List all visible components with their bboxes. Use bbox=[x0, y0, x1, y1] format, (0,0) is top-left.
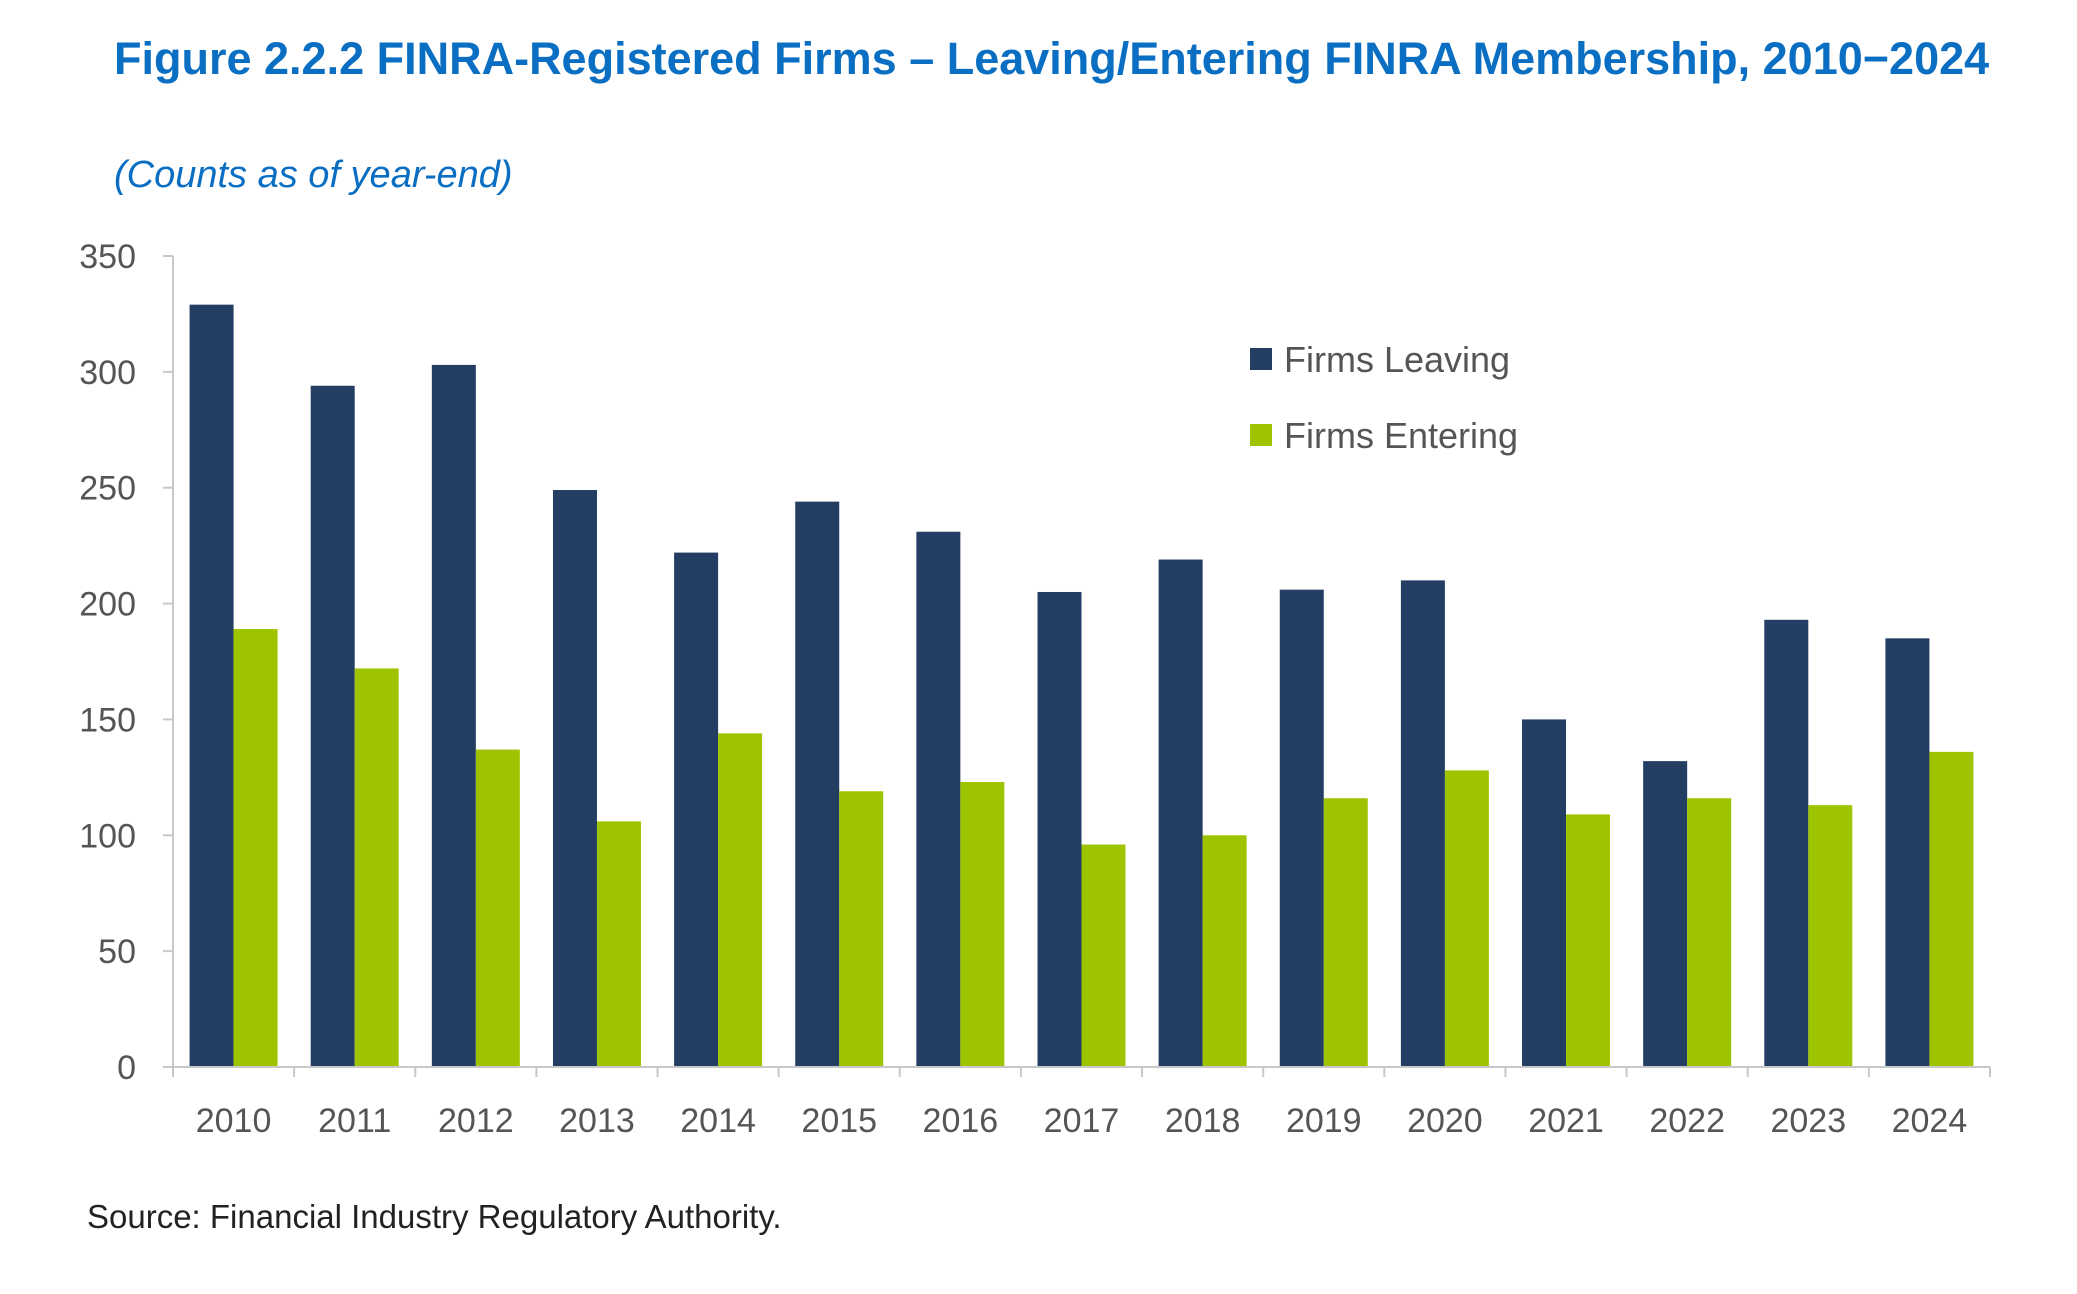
bar-leaving-2024 bbox=[1885, 638, 1930, 1067]
x-tick-label: 2013 bbox=[559, 1102, 635, 1140]
source-note: Source: Financial Industry Regulatory Au… bbox=[87, 1198, 782, 1235]
legend: Firms Leaving Firms Entering bbox=[1250, 339, 1518, 456]
bar-leaving-2014 bbox=[674, 552, 719, 1067]
bar-entering-2015 bbox=[839, 791, 884, 1067]
legend-label-leaving: Firms Leaving bbox=[1284, 339, 1510, 380]
bar-leaving-2013 bbox=[552, 490, 597, 1067]
x-tick-label: 2017 bbox=[1044, 1102, 1120, 1140]
bar-leaving-2019 bbox=[1279, 589, 1324, 1067]
bar-entering-2017 bbox=[1081, 844, 1126, 1067]
bar-entering-2023 bbox=[1808, 805, 1853, 1067]
legend-swatch-entering bbox=[1250, 424, 1272, 446]
bar-entering-2013 bbox=[596, 821, 641, 1067]
y-tick-label: 350 bbox=[79, 238, 136, 276]
x-tick-label: 2021 bbox=[1528, 1102, 1604, 1140]
x-tick-label: 2023 bbox=[1770, 1102, 1846, 1140]
y-tick-label: 50 bbox=[98, 933, 136, 971]
y-axis: 0 50 100 150 200 250 300 350 bbox=[79, 238, 174, 1087]
y-tick-label: 0 bbox=[117, 1049, 136, 1087]
x-tick-label: 2012 bbox=[438, 1102, 514, 1140]
bar-leaving-2016 bbox=[916, 531, 961, 1067]
bar-leaving-2010 bbox=[189, 304, 234, 1067]
bar-leaving-2011 bbox=[310, 385, 355, 1067]
y-tick-label: 300 bbox=[79, 354, 136, 392]
chart-title: Figure 2.2.2 FINRA-Registered Firms – Le… bbox=[114, 33, 1990, 84]
bar-leaving-2021 bbox=[1522, 719, 1567, 1067]
bar-leaving-2023 bbox=[1764, 619, 1809, 1067]
bar-leaving-2012 bbox=[431, 364, 476, 1067]
y-tick-label: 200 bbox=[79, 586, 136, 624]
bar-entering-2024 bbox=[1929, 751, 1974, 1067]
legend-swatch-leaving bbox=[1250, 348, 1272, 370]
bar-leaving-2017 bbox=[1037, 591, 1082, 1067]
bar-leaving-2020 bbox=[1400, 580, 1445, 1067]
bar-entering-2021 bbox=[1566, 814, 1611, 1067]
bar-entering-2011 bbox=[354, 668, 399, 1067]
chart-subtitle: (Counts as of year-end) bbox=[114, 154, 513, 196]
x-tick-label: 2018 bbox=[1165, 1102, 1241, 1140]
bar-entering-2010 bbox=[233, 629, 278, 1067]
x-axis: 2010 2011 2012 2013 2014 2015 2016 2017 2018 2019… bbox=[172, 1066, 1991, 1140]
bar-entering-2018 bbox=[1202, 835, 1247, 1067]
bar-entering-2012 bbox=[475, 749, 520, 1067]
bar-leaving-2022 bbox=[1643, 761, 1688, 1067]
bar-entering-2019 bbox=[1323, 798, 1368, 1067]
legend-label-entering: Firms Entering bbox=[1284, 415, 1518, 456]
bar-leaving-2018 bbox=[1158, 559, 1203, 1067]
x-tick-label: 2019 bbox=[1286, 1102, 1362, 1140]
y-tick-label: 100 bbox=[79, 817, 136, 855]
bar-leaving-2015 bbox=[795, 501, 840, 1067]
y-tick-label: 150 bbox=[79, 701, 136, 739]
bars-group bbox=[189, 304, 1974, 1067]
y-tick-label: 250 bbox=[79, 470, 136, 508]
bar-entering-2022 bbox=[1687, 798, 1732, 1067]
bar-entering-2020 bbox=[1444, 770, 1489, 1067]
x-tick-label: 2014 bbox=[680, 1102, 756, 1140]
x-tick-label: 2010 bbox=[196, 1102, 272, 1140]
x-tick-label: 2015 bbox=[801, 1102, 877, 1140]
x-tick-label: 2016 bbox=[923, 1102, 999, 1140]
bar-entering-2016 bbox=[960, 781, 1005, 1067]
x-tick-label: 2020 bbox=[1407, 1102, 1483, 1140]
x-tick-label: 2022 bbox=[1649, 1102, 1725, 1140]
x-tick-label: 2024 bbox=[1892, 1102, 1968, 1140]
x-tick-label: 2011 bbox=[318, 1102, 391, 1140]
bar-entering-2014 bbox=[718, 733, 763, 1067]
